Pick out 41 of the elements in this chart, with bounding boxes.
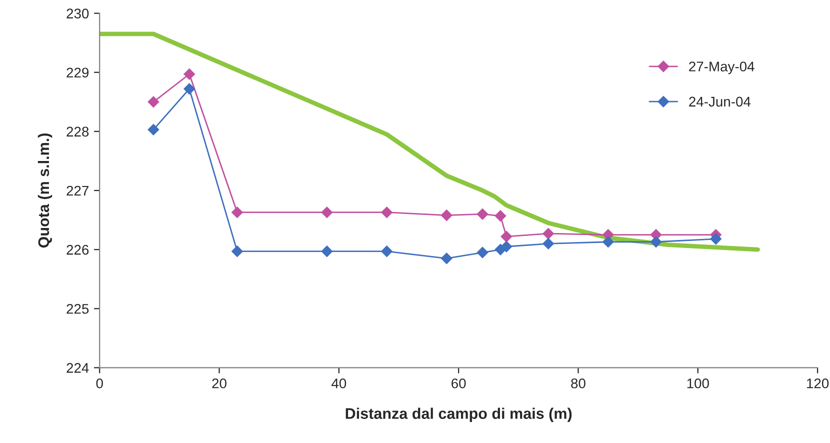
point: [184, 83, 195, 94]
point: [441, 210, 452, 221]
point: [500, 230, 512, 242]
point: [602, 236, 614, 248]
point: [500, 240, 512, 252]
x-tick-label: 120: [807, 378, 829, 388]
point: [321, 206, 333, 218]
legend-label: 27-May-04: [689, 62, 754, 74]
point: [476, 246, 488, 258]
y-tick-label: 229: [66, 68, 89, 78]
x-tick-label: 80: [571, 378, 586, 388]
legend-label: 24-Jun-04: [689, 96, 751, 107]
y-tick-label: 227: [66, 186, 88, 196]
point: [232, 246, 243, 257]
y-axis-title: Quota (m s.l.m.): [38, 134, 52, 248]
point: [494, 210, 506, 222]
point: [148, 96, 160, 108]
point: [710, 233, 722, 245]
point: [542, 238, 554, 250]
point: [381, 206, 392, 218]
x-tick-label: 40: [332, 378, 346, 388]
x-axis-title: Distanza dal campo di mais (m): [346, 408, 572, 422]
point: [148, 124, 160, 136]
point: [650, 236, 662, 248]
point: [321, 246, 333, 257]
point: [476, 208, 488, 220]
x-tick-label: 100: [687, 378, 709, 388]
y-tick-label: 230: [66, 8, 89, 18]
point: [441, 252, 452, 264]
x-tick-label: 20: [212, 378, 226, 388]
point: [542, 228, 554, 240]
y-tick-label: 225: [66, 304, 89, 314]
y-tick-label: 228: [66, 126, 89, 137]
point: [184, 68, 195, 80]
y-tick-label: 226: [66, 244, 89, 255]
line-series: [100, 32, 760, 252]
point: [381, 246, 392, 257]
x-tick-label: 60: [452, 378, 466, 388]
x-tick-label: 0: [96, 378, 103, 388]
y-tick-label: 224: [66, 363, 89, 373]
point: [232, 206, 243, 218]
